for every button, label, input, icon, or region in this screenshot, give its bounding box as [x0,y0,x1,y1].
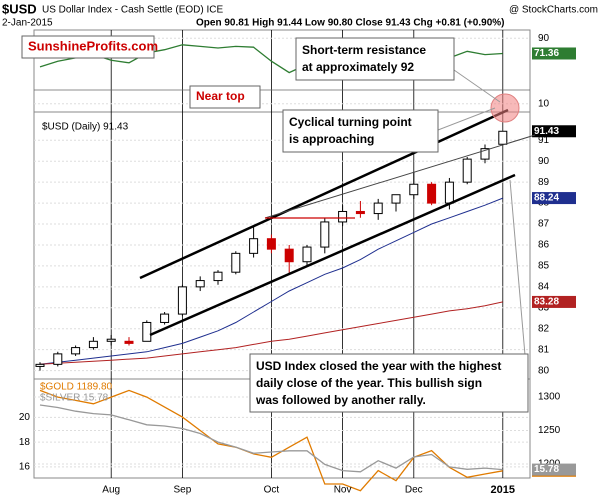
candle-body [231,252,241,273]
trend-line [139,108,509,280]
series-line [39,389,503,492]
candle-body [480,148,490,160]
moving-average [39,197,503,365]
price-legend: $USD (Daily) 91.43 [42,122,129,133]
callout-line [509,179,526,356]
trend-line [149,173,516,337]
candle-body [71,347,81,355]
y-tick-label: 89 [538,177,550,188]
last-value-box [532,295,576,308]
candle-body [355,210,365,215]
y-tick-label: 90 [538,33,550,44]
candle-body [302,246,312,263]
candle-body [338,210,348,223]
y-tick-label: 20 [19,412,31,423]
last-value-box [532,125,576,138]
y-tick-label: 87 [538,219,550,230]
candle-body [391,194,401,204]
candle-body [320,221,330,248]
annotation-box [249,353,529,413]
last-value-label: 15.78 [534,464,559,475]
callout-line [437,107,496,131]
x-tick-label: Sep [174,485,192,496]
x-tick-label: Aug [102,485,120,496]
last-value-label: 91.43 [534,126,559,137]
candle-body [88,340,98,349]
candle-body [462,158,472,183]
x-tick-label: Dec [405,485,423,496]
last-value-label: 88.24 [534,193,559,204]
annotation: USD Index closed the year with the highe… [256,359,501,373]
last-value-box [532,47,576,60]
annotation: daily close of the year. This bullish si… [256,376,482,390]
candle-body [284,248,294,263]
candle-body [160,313,170,323]
y-tick-label: 90 [538,156,550,167]
annotation: is approaching [289,132,374,146]
annotation: SunshineProfits.com [28,38,158,53]
candle-body [106,338,116,342]
candle-body [195,280,205,288]
candle-body [124,340,134,344]
candle-body [444,181,454,204]
last-value-label: 83.28 [534,297,559,308]
annotation: was followed by another rally. [255,393,426,407]
last-value-box [532,192,576,205]
candle-body [498,130,508,145]
y-tick-label: 1300 [538,392,561,403]
moving-average [39,301,503,365]
candle-body [373,202,383,215]
y-tick-label: 18 [19,437,31,448]
annotation-box [282,109,439,153]
candle-body [35,363,45,367]
candle-body [213,271,223,282]
annotation: Near top [196,89,245,103]
y-tick-label: 84 [538,281,550,292]
y-tick-label: 86 [538,240,550,251]
candle-body [142,321,152,342]
y-tick-label: 10 [538,98,550,109]
y-tick-label: 81 [538,344,550,355]
date: 2-Jan-2015 [2,18,53,29]
last-value-label: 71.36 [534,48,559,59]
candle-body [266,238,276,250]
series-line [39,404,503,473]
legend-entry: $GOLD 1189.80 [40,382,113,393]
candle-body [249,238,259,254]
annotation-box [189,85,261,109]
last-value-box [532,463,576,476]
legend-entry: $SILVER 15.78 [40,393,109,404]
subtitle: US Dollar Index - Cash Settle (EOD) ICE [42,5,223,16]
annotation: Cyclical turning point [289,115,412,129]
y-tick-label: 91 [538,135,550,146]
trend-line [264,134,536,219]
y-tick-label: 16 [19,462,31,473]
callout-line [453,69,501,103]
annotation-box [295,37,455,81]
candle-body [409,183,419,196]
title: $USD [2,1,37,16]
annotation-box [21,35,155,59]
annotation: at approximately 92 [302,60,414,74]
candle-body [177,286,187,315]
x-tick-label: Oct [264,485,280,496]
y-tick-label: 1250 [538,425,561,436]
y-tick-label: 85 [538,261,550,272]
credit: @ StockCharts.com [509,5,598,16]
ohlc-summary: Open 90.81 High 91.44 Low 90.80 Close 91… [196,18,504,29]
y-tick-label: 82 [538,323,550,334]
y-tick-label: 83 [538,302,550,313]
candle-body [427,183,437,204]
y-tick-label: 80 [538,365,550,376]
x-tick-label: Nov [334,485,352,496]
annotation: Short-term resistance [302,43,426,57]
x-tick-label: 2015 [491,484,515,496]
candle-body [53,353,63,365]
